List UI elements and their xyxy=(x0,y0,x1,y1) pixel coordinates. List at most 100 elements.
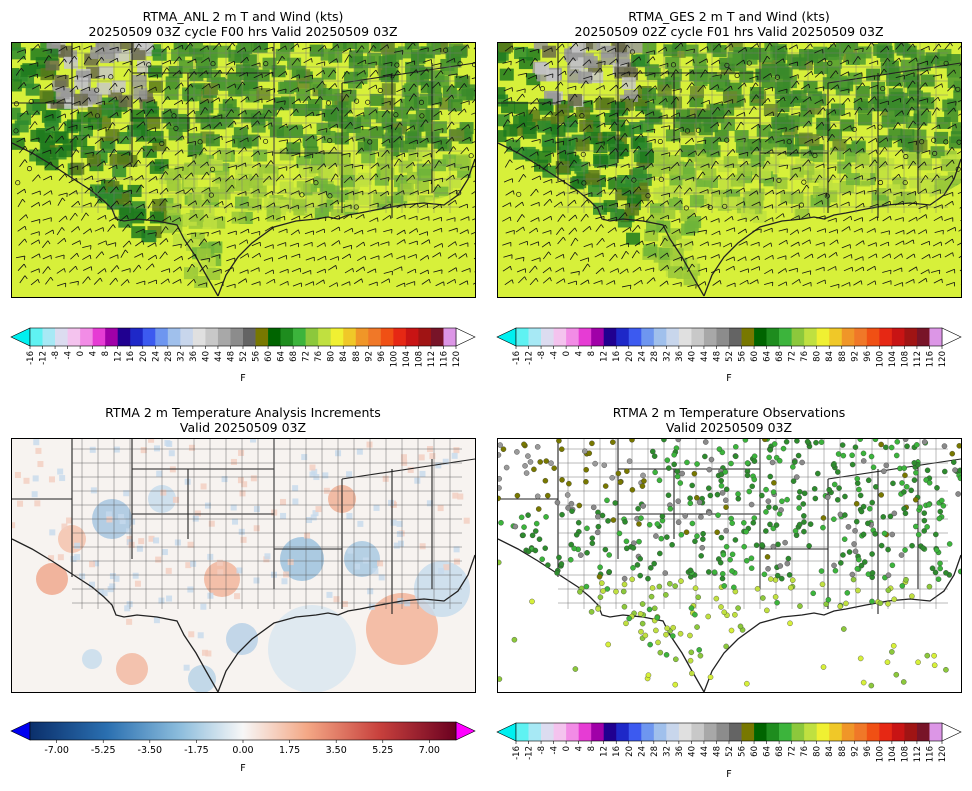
map-anl-barb-flag xyxy=(103,186,107,191)
map-obs-station-dot xyxy=(772,594,779,600)
map-obs-station-dot xyxy=(903,576,909,583)
map-ges-barb-flag xyxy=(809,239,811,244)
map-anl-wind-barb xyxy=(419,47,429,51)
map-ges-barb-flag xyxy=(862,82,866,87)
map-anl-temp-cell xyxy=(101,104,116,117)
map-anl-wind-barb xyxy=(161,85,170,93)
map-anl-wind-barb xyxy=(201,171,208,180)
map-ges-barb-flag xyxy=(782,213,785,218)
map-ges-wind-barb xyxy=(879,146,886,155)
map-anl-wind-barb xyxy=(107,224,114,232)
map-ges-temp-cell xyxy=(951,122,961,135)
map-ges-wind-barb xyxy=(568,137,578,142)
map-anl-wind-barb xyxy=(120,95,128,103)
map-anl-wind-barb xyxy=(328,162,336,170)
map-ges-temp-cell xyxy=(684,221,699,234)
map-ges-temp-cell xyxy=(680,120,695,133)
map-ges-wind-barb xyxy=(516,214,523,223)
map-ges-temp-cell xyxy=(763,103,778,116)
map-ges-barb-flag xyxy=(538,217,540,222)
map-inc-county-grid xyxy=(72,439,462,609)
map-anl-wind-barb xyxy=(341,152,351,156)
map-ges-wind-barb xyxy=(814,99,823,105)
map-anl-wind-barb xyxy=(69,280,79,284)
map-anl-wind-barb xyxy=(201,83,210,90)
map-anl-wind-barb xyxy=(239,239,248,245)
map-obs-station-dot xyxy=(533,520,540,527)
map-obs-station-dot xyxy=(639,601,646,607)
map-obs-station-dot xyxy=(595,513,601,520)
map-obs-station-dot xyxy=(820,664,827,670)
map-ges-wind-barb xyxy=(801,184,807,193)
map-obs-station-dot xyxy=(924,524,930,530)
map-ges-temp-cell xyxy=(903,98,918,111)
map-anl-temp-cell xyxy=(96,116,111,129)
map-ges-wind-barb xyxy=(855,190,865,195)
map-obs-station-dot xyxy=(885,587,892,594)
map-anl-barb-flag xyxy=(469,137,471,142)
map-ges-wind-barb xyxy=(827,109,835,116)
map-anl-wind-barb xyxy=(278,228,288,233)
map-anl-wind-barb xyxy=(199,161,208,168)
map-anl-wind-barb xyxy=(44,229,54,235)
map-ges-wind-barb xyxy=(583,243,593,248)
map-anl-wind-barb xyxy=(356,241,364,248)
map-ges-wind-barb xyxy=(830,84,838,91)
map-ges-wind-barb xyxy=(569,43,577,50)
map-ges-wind-barb xyxy=(609,58,617,65)
map-ges-wind-barb xyxy=(580,80,587,89)
map-ges-temp-cell xyxy=(650,203,665,216)
map-ges-wind-barb xyxy=(802,282,812,287)
map-obs-station-dot xyxy=(656,583,663,590)
map-ges-barb-flag xyxy=(767,160,771,165)
map-ges-wind-barb xyxy=(944,175,953,181)
map-ges-barb-flag xyxy=(692,70,695,75)
map-ges-wind-barb xyxy=(817,192,827,196)
map-ges-wind-barb xyxy=(596,177,606,182)
map-ges-wind-barb xyxy=(866,228,876,233)
map-obs-station-dot xyxy=(696,647,702,653)
map-anl-wind-barb xyxy=(353,278,362,285)
map-ges-temp-cell xyxy=(578,71,593,84)
map-obs-station-dot xyxy=(521,441,527,448)
map-anl-temp-cell xyxy=(252,185,267,198)
map-ges-barb-flag xyxy=(719,230,721,235)
map-ges-barb-flag xyxy=(786,164,788,170)
map-ges-temp-cell xyxy=(522,126,537,139)
map-ges-wind-barb xyxy=(763,86,773,91)
map-obs-station-dot xyxy=(831,562,837,569)
map-ges-wind-barb xyxy=(567,199,575,207)
map-ges-barb-flag xyxy=(679,138,681,143)
map-ges-wind-barb xyxy=(685,176,694,181)
map-ges-wind-barb xyxy=(843,136,851,144)
map-anl-barb-flag xyxy=(191,97,195,102)
map-anl-barb-flag xyxy=(130,162,133,167)
map-anl-wind-barb xyxy=(395,190,404,196)
map-obs-station-dot xyxy=(751,453,758,460)
map-ges-wind-barb xyxy=(502,119,508,128)
map-anl-wind-barb xyxy=(435,70,442,78)
map-inc-cell xyxy=(357,520,364,527)
map-ges-barb-flag xyxy=(574,199,577,204)
map-anl-barb-flag xyxy=(323,279,325,284)
map-anl-barb-flag xyxy=(193,109,196,114)
map-ges-wind-barb xyxy=(700,203,710,208)
map-anl-wind-barb xyxy=(329,256,339,261)
map-obs-station-dot xyxy=(786,572,793,578)
map-anl-wind-barb xyxy=(383,61,393,65)
map-obs-station-dot xyxy=(669,541,675,548)
map-anl-wind-barb xyxy=(316,61,325,65)
map-ges-wind-barb xyxy=(606,72,616,77)
map-obs-station-dot xyxy=(596,573,603,580)
map-anl-barb-flag xyxy=(194,232,197,237)
map-anl-wind-barb xyxy=(42,217,52,221)
map-ges-barb-flag xyxy=(509,146,513,151)
map-ges-wind-barb xyxy=(514,201,523,208)
map-obs-station-dot xyxy=(751,476,758,483)
map-anl-barb-flag xyxy=(127,279,130,284)
map-ges-barb-flag xyxy=(772,111,775,116)
map-ges-barb-flag xyxy=(589,124,592,129)
map-anl-wind-barb xyxy=(277,55,283,65)
map-anl-barb-flag xyxy=(399,136,403,141)
map-ges-wind-barb xyxy=(736,98,746,103)
